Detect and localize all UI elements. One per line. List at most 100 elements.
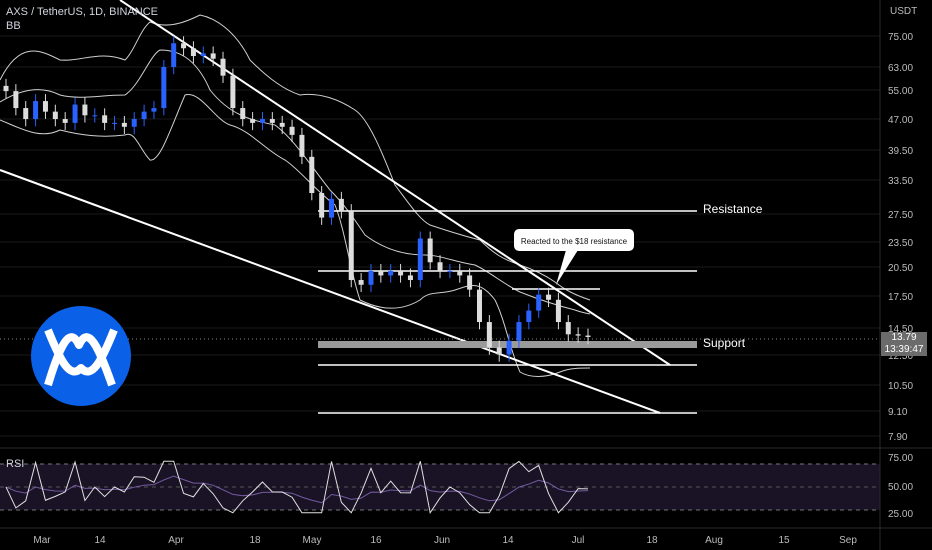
price-tick-label: 47.00 (888, 115, 913, 126)
current-price-tag: 13.79 (881, 332, 927, 344)
candle (240, 108, 246, 120)
price-tick-label: 10.50 (888, 381, 913, 392)
candle (407, 275, 413, 281)
candle (200, 53, 206, 57)
price-tick-label: 20.50 (888, 263, 913, 274)
price-tick-label: 63.00 (888, 63, 913, 74)
time-axis[interactable]: Mar 14 Apr 18 May 16 Jun 14 Jul 18 Aug 15 Sep (33, 535, 857, 546)
candle (161, 66, 167, 109)
candle (358, 280, 364, 285)
symbol-title: AXS / TetherUS, 1D, BINANCE (6, 6, 159, 18)
candle (171, 43, 177, 67)
candle (269, 119, 275, 123)
price-tick-label: 23.50 (888, 238, 913, 249)
time-tick-label: 16 (370, 535, 382, 546)
candle (378, 270, 384, 276)
currency-label: USDT (890, 6, 917, 17)
rsi-ma-line (5, 475, 589, 504)
price-tick-label: 14.50 (888, 324, 913, 335)
candle (131, 119, 137, 127)
support-label: Support (703, 336, 746, 350)
rsi-tick: 25.00 (888, 509, 913, 520)
candle (82, 104, 88, 116)
rsi-tick: 75.00 (888, 453, 913, 464)
candle (437, 262, 443, 271)
time-tick-label: 18 (249, 535, 261, 546)
axs-logo (31, 306, 131, 406)
candle (279, 122, 285, 127)
candle (62, 119, 68, 123)
time-tick-label: 14 (94, 535, 106, 546)
candle (72, 104, 78, 123)
candle (516, 322, 522, 341)
bb-upper (0, 14, 591, 301)
candle (536, 294, 542, 311)
candle (13, 91, 19, 109)
candle (92, 115, 98, 117)
time-tick-label: Apr (168, 535, 184, 546)
rsi-label: RSI (6, 458, 25, 470)
candle (220, 58, 226, 76)
candle (289, 126, 295, 135)
candle (348, 211, 354, 281)
time-tick-label: 14 (502, 535, 514, 546)
candle (476, 289, 482, 323)
candle (338, 198, 344, 212)
callout: Reacted to the $18 resistance (514, 229, 634, 285)
time-tick-label: 15 (778, 535, 790, 546)
candle (575, 334, 581, 336)
time-tick-label: 18 (646, 535, 658, 546)
candle (467, 275, 473, 290)
candle (457, 270, 463, 276)
price-tick-label: 33.50 (888, 176, 913, 187)
rsi-pane (0, 460, 880, 515)
candle (417, 238, 423, 281)
callout-text: Reacted to the $18 resistance (521, 237, 628, 246)
candle (319, 193, 325, 218)
time-tick-label: May (303, 535, 322, 546)
price-tick-label: 75.00 (888, 32, 913, 43)
candle (121, 122, 127, 127)
time-tick-label: Mar (33, 535, 51, 546)
price-axis[interactable]: 75.00 63.00 55.00 47.00 39.50 33.50 27.50 23.50… (888, 32, 913, 443)
candle (33, 101, 39, 120)
bb-basis (0, 49, 591, 315)
candle (585, 335, 591, 337)
candle (526, 310, 532, 323)
time-tick-label: Aug (705, 535, 723, 546)
candle (555, 299, 561, 323)
candle (299, 134, 305, 157)
candle (190, 48, 196, 57)
rsi-axis: 75.00 50.00 25.00 (888, 453, 913, 520)
rsi-line (5, 460, 589, 515)
countdown-tag: 13:39:47 (881, 344, 927, 356)
price-tick-label: 9.10 (888, 407, 908, 418)
candle (250, 119, 256, 123)
candle (102, 115, 108, 123)
resistance-label: Resistance (703, 202, 763, 216)
time-tick-label: Sep (839, 535, 857, 546)
candle (151, 108, 157, 112)
candle (309, 156, 315, 194)
price-tick-label: 12.50 (888, 351, 913, 362)
candles (3, 36, 591, 362)
candle (23, 108, 29, 120)
candle (112, 122, 118, 124)
candle (368, 270, 374, 285)
price-tick-label: 7.90 (888, 432, 908, 443)
grid (0, 35, 880, 437)
indicator-label: BB (6, 20, 21, 32)
price-tick-label: 27.50 (888, 210, 913, 221)
candle (496, 347, 502, 355)
candle (3, 85, 9, 92)
time-tick-label: Jul (572, 535, 585, 546)
candle (447, 270, 453, 272)
candle (230, 75, 236, 109)
candle (329, 198, 335, 218)
price-tick-label: 55.00 (888, 86, 913, 97)
candle (565, 322, 571, 335)
price-tick-label: 39.50 (888, 146, 913, 157)
candle (210, 53, 216, 59)
rsi-tick: 50.00 (888, 482, 913, 493)
